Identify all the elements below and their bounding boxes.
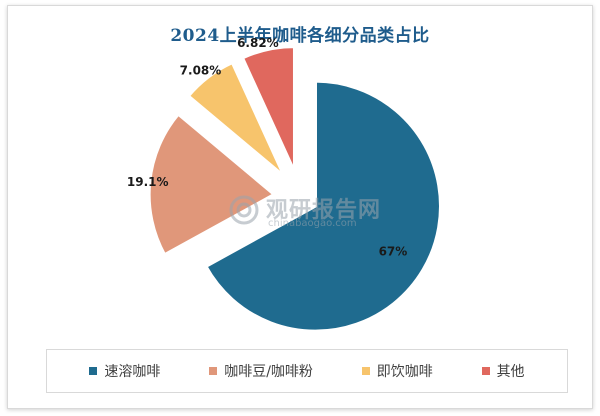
chart-frame [7, 5, 593, 409]
watermark: 观研报告网 chinabaogao.com [228, 192, 388, 232]
legend-label: 其他 [496, 364, 525, 380]
slice-data-label: 7.08% [180, 63, 222, 77]
pie-slice [203, 79, 442, 333]
legend-label: 咖啡豆/咖啡粉 [224, 364, 313, 380]
legend-swatch [209, 367, 218, 375]
legend-item: 即饮咖啡 [361, 361, 433, 381]
watermark-sub-text: chinabaogao.com [268, 218, 357, 229]
slice-data-label: 67% [379, 244, 408, 258]
legend-swatch [481, 367, 490, 375]
legend-item: 其他 [481, 361, 525, 381]
legend-label: 即饮咖啡 [376, 364, 433, 380]
legend: 速溶咖啡 咖啡豆/咖啡粉 即饮咖啡 其他 [46, 349, 568, 393]
legend-item: 速溶咖啡 [89, 361, 160, 381]
watermark-main-text: 观研报告网 [266, 198, 382, 223]
legend-swatch [361, 367, 370, 375]
watermark-logo-icon [229, 195, 259, 225]
pie-slice [186, 60, 286, 178]
legend-item: 咖啡豆/咖啡粉 [209, 361, 313, 381]
pie-slice [240, 45, 296, 173]
slice-data-label: 19.1% [127, 175, 169, 189]
slice-data-label: 6.82% [237, 36, 279, 50]
chart-title: 2024上半年咖啡各细分品类占比 [170, 26, 430, 46]
legend-label: 速溶咖啡 [104, 364, 161, 380]
legend-swatch [89, 367, 98, 375]
pie-slice [147, 112, 277, 257]
